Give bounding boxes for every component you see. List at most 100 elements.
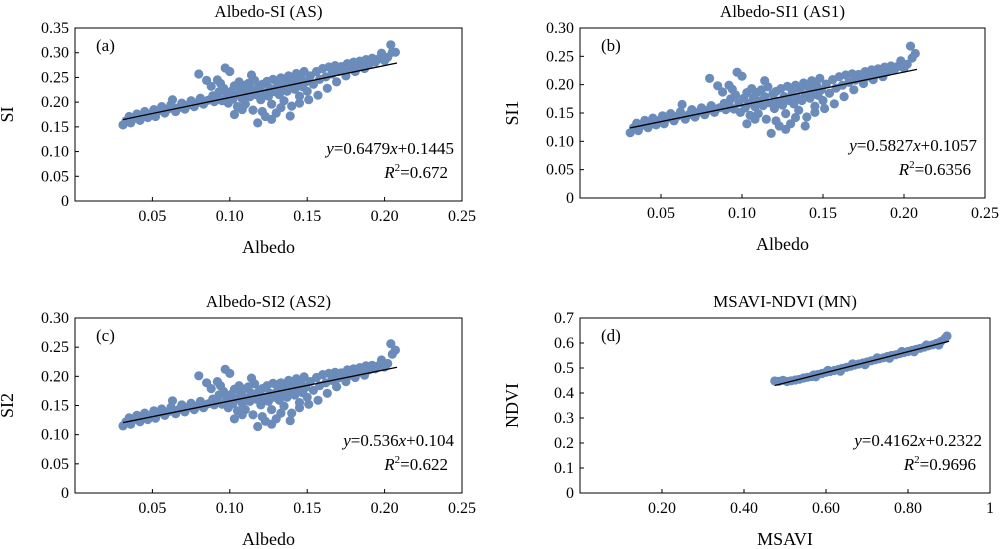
panel-title: Albedo-SI1 (AS1) — [720, 2, 845, 21]
data-point — [821, 79, 831, 89]
data-point — [267, 114, 277, 124]
x-axis-title: Albedo — [756, 234, 809, 254]
panel-d: 0 0.1 0.2 0.3 0.4 0.5 0.6 0.7 0.20 0.40 0.60 0.80 1 M… — [502, 292, 994, 549]
data-point — [313, 90, 323, 100]
r-symbol: R — [903, 455, 915, 474]
data-point — [824, 88, 835, 98]
data-point — [304, 399, 314, 409]
y-tick-label: 0.10 — [41, 427, 69, 444]
data-point — [194, 371, 204, 381]
data-point — [253, 421, 263, 432]
equation-part: +0.1445 — [398, 139, 454, 158]
r-superscript: 2 — [395, 162, 401, 174]
regression-equation: y=0.5827x+0.1057 — [847, 136, 977, 155]
data-point — [341, 377, 351, 387]
data-point — [253, 118, 263, 128]
data-point — [769, 103, 780, 114]
data-point — [750, 114, 760, 124]
data-point — [267, 419, 277, 429]
data-point — [839, 92, 849, 102]
regression-line — [122, 366, 398, 424]
data-point — [718, 87, 728, 97]
x-tick-label: 0.25 — [971, 205, 999, 222]
data-point — [829, 99, 839, 109]
data-point — [815, 73, 825, 83]
data-point — [194, 69, 204, 79]
data-point — [811, 372, 821, 382]
data-point — [350, 372, 360, 383]
x-tick-label: 0.05 — [138, 208, 166, 225]
data-point — [302, 392, 312, 402]
data-point — [225, 368, 235, 378]
data-point — [276, 408, 286, 418]
panel-c: 0 0.05 0.10 0.15 0.20 0.25 0.30 0.05 0.10 0.15 0.2… — [0, 292, 476, 549]
panel-letter: (c) — [96, 326, 115, 345]
data-point — [215, 78, 226, 88]
x-tick-label: 0.60 — [812, 500, 840, 517]
data-point — [761, 114, 771, 124]
data-point — [727, 84, 737, 94]
y-tick-label: 0.25 — [41, 69, 69, 86]
data-point — [675, 107, 686, 117]
r-squared: R2=0.6356 — [898, 159, 971, 179]
data-point — [308, 79, 318, 89]
x-tick-label: 0.25 — [448, 500, 476, 517]
data-point — [794, 105, 804, 115]
y-tick-label: 0.35 — [41, 20, 69, 37]
y-tick-label: 0 — [61, 485, 69, 502]
r-symbol: R — [383, 455, 395, 474]
equation-part: =0.536 — [351, 431, 399, 450]
y-axis-title: SI2 — [0, 393, 17, 418]
r-superscript: 2 — [395, 454, 401, 466]
data-point — [390, 345, 400, 355]
data-point — [823, 365, 833, 375]
data-point — [742, 119, 752, 129]
x-tick-label: 0.15 — [809, 205, 837, 222]
data-point — [237, 410, 247, 420]
y-tick-label: 0.4 — [554, 385, 574, 402]
y-axis-title: SI — [0, 106, 17, 122]
r-superscript: 2 — [909, 159, 915, 171]
data-point — [800, 121, 810, 131]
data-point — [322, 388, 332, 398]
data-point — [777, 100, 788, 110]
r-squared-value: =0.672 — [400, 163, 448, 182]
data-point — [246, 70, 257, 80]
x-axis-title: MSAVI — [757, 529, 813, 549]
data-point — [294, 403, 305, 413]
regression-line — [630, 68, 918, 129]
data-point — [872, 353, 882, 363]
data-point — [766, 128, 776, 138]
x-tick-label: 0.10 — [728, 205, 756, 222]
equation-part: +0.1057 — [921, 136, 978, 155]
y-tick-label: 0.7 — [554, 310, 574, 327]
equation-part: +0.104 — [406, 431, 454, 450]
y-tick-label: 0 — [566, 485, 574, 502]
x-tick-label: 0.10 — [216, 208, 244, 225]
data-point — [256, 95, 266, 105]
regression-line — [774, 340, 950, 387]
r-superscript: 2 — [914, 454, 920, 466]
y-tick-label: 0.05 — [546, 162, 574, 179]
regression-equation: y=0.6479x+0.1445 — [324, 139, 454, 158]
data-point — [229, 109, 239, 120]
data-point — [760, 92, 770, 102]
y-tick-label: 0.20 — [41, 368, 69, 385]
y-tick-label: 0.30 — [546, 20, 574, 37]
data-point — [810, 107, 820, 117]
y-tick-label: 0.05 — [41, 456, 69, 473]
data-point — [359, 370, 370, 380]
data-point — [802, 112, 812, 122]
data-point — [332, 77, 342, 87]
data-point — [285, 416, 295, 426]
panel-title: MSAVI-NDVI (MN) — [713, 292, 857, 311]
x-tick-label: 0.20 — [648, 500, 676, 517]
equation-part: y — [341, 431, 351, 450]
y-tick-label: 0.2 — [554, 435, 574, 452]
data-point — [383, 358, 393, 369]
data-point — [771, 116, 781, 126]
data-point — [279, 401, 289, 411]
r-squared: R2=0.672 — [383, 162, 448, 182]
data-point — [737, 71, 747, 81]
